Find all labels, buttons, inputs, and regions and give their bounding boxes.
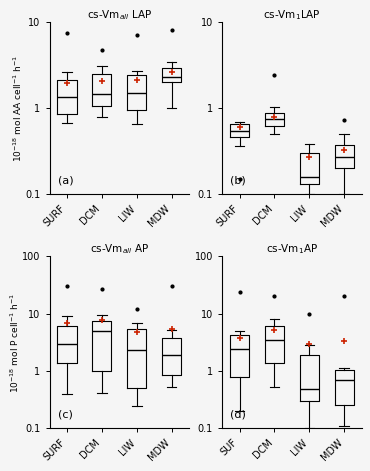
Title: cs-Vm$_1$AP: cs-Vm$_1$AP bbox=[266, 243, 318, 256]
Title: cs-Vm$_1$LAP: cs-Vm$_1$LAP bbox=[263, 8, 321, 22]
Text: (a): (a) bbox=[58, 176, 74, 186]
Title: cs-Vm$_{all}$ AP: cs-Vm$_{all}$ AP bbox=[90, 243, 149, 256]
Title: cs-Vm$_{all}$ LAP: cs-Vm$_{all}$ LAP bbox=[87, 8, 152, 22]
Text: (b): (b) bbox=[231, 176, 246, 186]
Text: (d): (d) bbox=[231, 410, 246, 420]
Text: (c): (c) bbox=[58, 410, 73, 420]
Y-axis label: $10^{-18}$ mol P cell$^{-1}$ h$^{-1}$: $10^{-18}$ mol P cell$^{-1}$ h$^{-1}$ bbox=[9, 292, 21, 392]
Y-axis label: $10^{-18}$ mol AA cell$^{-1}$ h$^{-1}$: $10^{-18}$ mol AA cell$^{-1}$ h$^{-1}$ bbox=[11, 55, 24, 162]
